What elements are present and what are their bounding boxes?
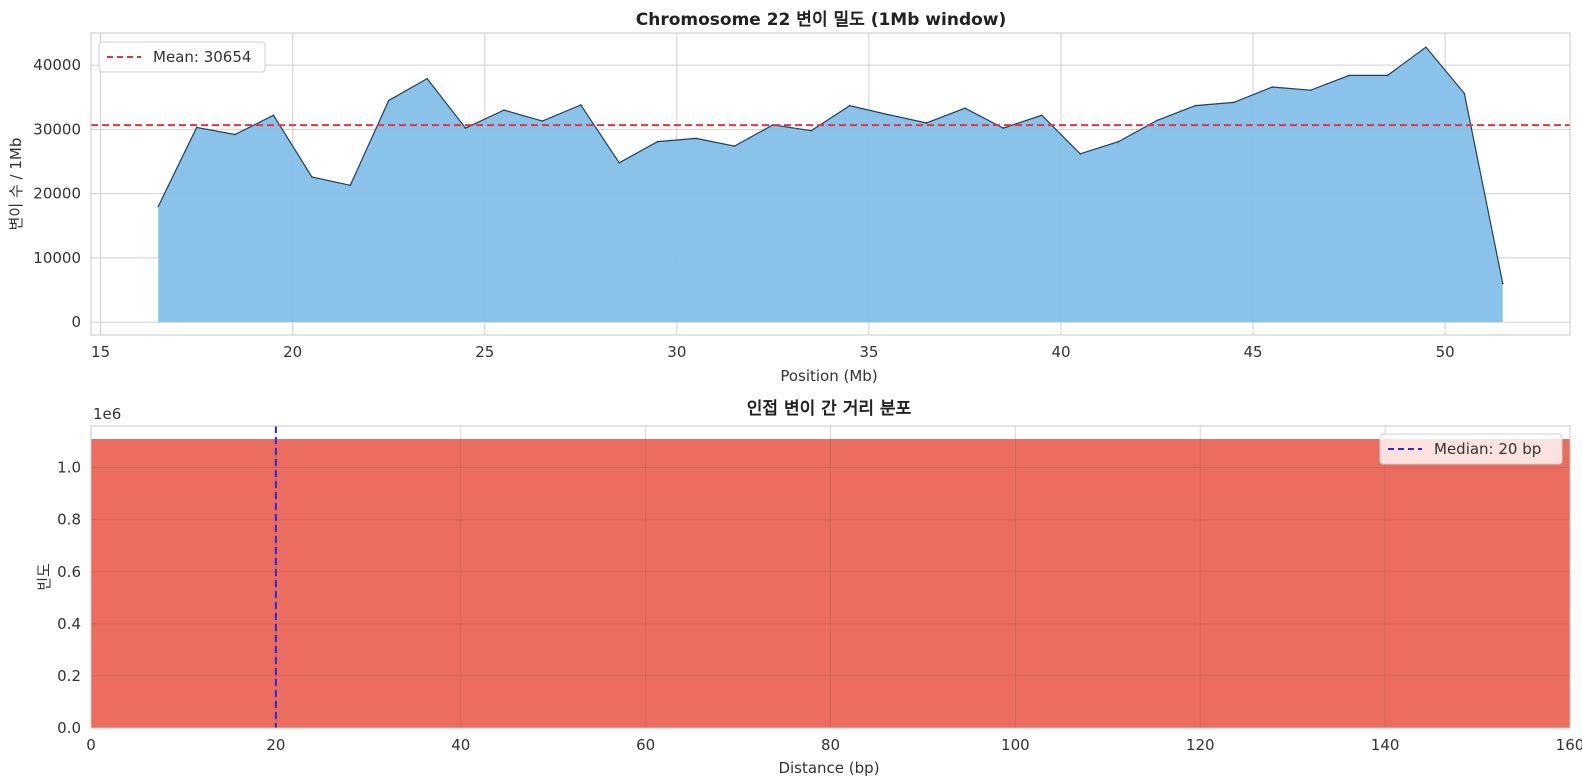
density-legend-box: [98, 41, 266, 73]
density-point: [1463, 92, 1466, 95]
histogram-x-tick-label: 80: [821, 736, 840, 754]
density-chart-title: Chromosome 22 변이 밀도 (1Mb window): [636, 9, 1007, 30]
histogram-y-tick-label: 0.0: [57, 719, 81, 737]
density-y-tick-label: 40000: [33, 56, 81, 74]
density-x-tick-label: 45: [1244, 343, 1263, 361]
density-x-tick-label: 20: [283, 343, 302, 361]
density-point: [1156, 119, 1158, 122]
density-point: [272, 114, 275, 117]
density-point: [925, 122, 928, 124]
density-point: [503, 109, 505, 111]
histogram-title: 인접 변이 간 거리 분포: [747, 399, 912, 419]
histogram-x-axis-label: Distance (bp): [778, 759, 879, 777]
histogram-x-tick-label: 40: [451, 736, 470, 754]
density-legend: Mean: 30654: [98, 41, 266, 73]
histogram-y-tick-label: 0.2: [57, 667, 81, 685]
histogram-bar: [91, 439, 1570, 728]
histogram-axes-frame: [90, 425, 1571, 729]
histogram-x-tick-label: 160: [1556, 736, 1582, 754]
histogram-x-tick-label: 20: [266, 736, 285, 754]
histogram-x-tick-label: 60: [636, 736, 655, 754]
histogram-y-tick-label: 0.4: [57, 615, 81, 633]
density-point: [157, 205, 160, 208]
density-point: [1309, 89, 1312, 91]
density-axes-frame: [90, 32, 1571, 336]
density-point: [195, 126, 198, 129]
density-y-tick-label: 20000: [33, 185, 81, 203]
histogram-x-tick-label: 100: [1001, 736, 1030, 754]
density-x-tick-label: 50: [1436, 343, 1455, 361]
density-x-tick-label: 15: [91, 343, 110, 361]
histogram-y-tick-label: 0.6: [57, 563, 81, 581]
density-y-tick-label: 30000: [33, 120, 81, 138]
density-point: [541, 120, 544, 122]
density-point: [733, 145, 736, 147]
histogram-ticks: 0 20 40 60 80 100 120 140 160 0.0 0.2 0.4 0.6 0.8 1.0: [57, 459, 1582, 754]
density-point: [1501, 282, 1504, 285]
density-point: [1386, 74, 1389, 77]
density-y-tick-label: 0: [71, 313, 81, 331]
density-point: [234, 133, 236, 136]
histogram-legend: Median: 20 bp: [1379, 433, 1563, 465]
density-point: [1040, 114, 1043, 117]
density-chart: Chromosome 22 변이 밀도 (1Mb window) 15 20 25 3…: [7, 9, 1571, 385]
histogram-x-tick-label: 0: [86, 736, 96, 754]
density-x-tick-label: 35: [859, 343, 878, 361]
density-area-fill: [158, 47, 1503, 323]
density-x-axis-label: Position (Mb): [780, 367, 877, 385]
density-x-tick-label: 30: [667, 343, 686, 361]
density-point: [810, 129, 813, 132]
distance-histogram: 인접 변이 간 거리 분포 1e6 0 20 40 60 80 100 120 140 1600…: [35, 399, 1582, 777]
density-plot-area: [91, 46, 1570, 323]
density-point: [695, 137, 697, 140]
histogram-x-tick-label: 120: [1186, 736, 1215, 754]
histogram-y-tick-label: 1.0: [57, 459, 81, 477]
density-y-tick-label: 10000: [33, 249, 81, 267]
density-x-tick-label: 25: [475, 343, 494, 361]
mean-legend-label: Mean: 30654: [153, 48, 251, 66]
density-point: [464, 127, 467, 129]
density-x-tick-label: 40: [1051, 343, 1070, 361]
density-point: [387, 99, 390, 102]
histogram-y-tick-label: 0.8: [57, 511, 81, 529]
density-point: [1194, 104, 1197, 107]
density-point: [848, 104, 851, 107]
histogram-bars: [91, 439, 1570, 728]
histogram-y-axis-label: 빈도: [35, 563, 53, 591]
histogram-x-tick-label: 140: [1371, 736, 1400, 754]
density-point: [964, 107, 966, 109]
density-point: [1425, 46, 1427, 48]
median-legend-label: Median: 20 bp: [1434, 440, 1541, 458]
density-line: [157, 46, 1504, 284]
histogram-y-scale-label: 1e6: [93, 405, 121, 423]
density-point: [1117, 140, 1120, 143]
density-point: [887, 113, 889, 116]
density-point: [311, 176, 313, 178]
density-ticks: 15 20 25 30 35 40 45 50 0 10000 20000 30000 40000: [33, 56, 1454, 361]
density-point: [656, 140, 659, 143]
density-point: [618, 161, 621, 164]
density-point: [1271, 86, 1274, 88]
density-point: [349, 184, 352, 187]
density-point: [1002, 127, 1005, 129]
density-point: [1079, 153, 1082, 155]
density-point: [426, 77, 428, 80]
density-point: [1348, 74, 1350, 77]
density-point: [1233, 101, 1235, 104]
density-y-axis-label: 변이 수 / 1Mb: [7, 138, 25, 231]
histogram-legend-box: [1379, 433, 1563, 465]
density-point: [579, 104, 582, 106]
